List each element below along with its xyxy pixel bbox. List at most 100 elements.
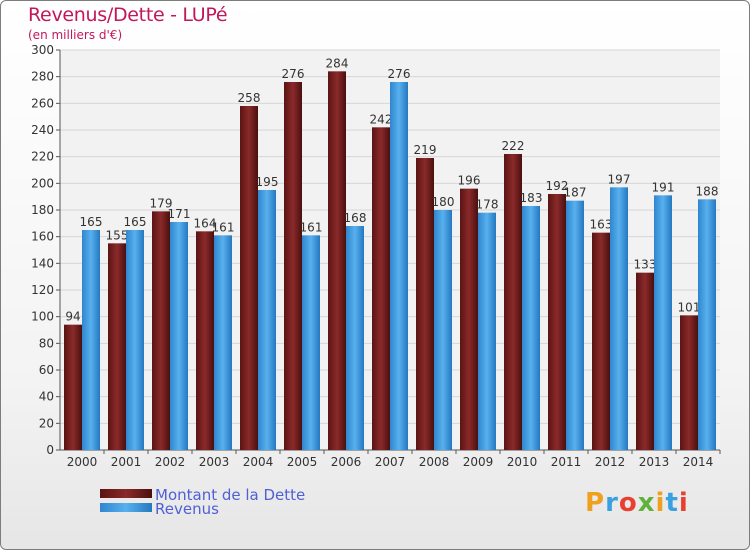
data-label-revenus: 191 <box>652 180 675 194</box>
y-tick-label: 280 <box>31 70 54 84</box>
bar-revenus <box>214 235 232 450</box>
x-tick-label: 2004 <box>243 455 274 469</box>
data-label-revenus: 161 <box>300 220 323 234</box>
bar-dette <box>372 127 390 450</box>
data-label-revenus: 276 <box>388 67 411 81</box>
bar-dette <box>152 211 170 450</box>
x-tick-label: 2001 <box>111 455 142 469</box>
data-label-dette: 219 <box>414 143 437 157</box>
legend-swatch-revenus <box>100 503 152 512</box>
y-tick-label: 240 <box>31 123 54 137</box>
data-label-revenus: 180 <box>432 195 455 209</box>
y-tick-label: 180 <box>31 203 54 217</box>
data-label-dette: 164 <box>194 216 217 230</box>
y-tick-label: 40 <box>39 390 54 404</box>
y-tick-label: 160 <box>31 230 54 244</box>
y-tick-label: 200 <box>31 176 54 190</box>
x-tick-label: 2010 <box>507 455 538 469</box>
proxiti-logo: Proxiti <box>585 488 689 518</box>
y-tick-label: 300 <box>31 43 54 57</box>
bar-dette <box>284 82 302 450</box>
y-tick-label: 100 <box>31 310 54 324</box>
bar-dette <box>108 243 126 450</box>
legend-label-revenus: Revenus <box>155 500 219 518</box>
bar-dette <box>328 71 346 450</box>
x-tick-label: 2002 <box>155 455 186 469</box>
x-tick-label: 2011 <box>551 455 582 469</box>
data-label-dette: 276 <box>282 67 305 81</box>
x-tick-label: 2013 <box>639 455 670 469</box>
data-label-revenus: 197 <box>608 172 631 186</box>
logo-letter: i <box>655 488 666 518</box>
logo-letter: o <box>618 488 638 518</box>
bar-revenus <box>698 199 716 450</box>
data-label-dette: 133 <box>634 258 657 272</box>
y-tick-label: 60 <box>39 363 54 377</box>
bar-revenus <box>478 212 496 450</box>
data-label-dette: 101 <box>678 300 701 314</box>
data-label-dette: 284 <box>326 56 349 70</box>
data-label-dette: 192 <box>546 179 569 193</box>
data-label-revenus: 195 <box>256 175 279 189</box>
bar-dette <box>680 315 698 450</box>
data-label-dette: 179 <box>150 196 173 210</box>
logo-letter: x <box>637 488 656 518</box>
y-tick-label: 0 <box>46 443 54 457</box>
bar-dette <box>240 106 258 450</box>
bar-dette <box>636 272 654 450</box>
bar-dette <box>504 154 522 450</box>
x-tick-label: 2014 <box>683 455 714 469</box>
x-tick-label: 2003 <box>199 455 230 469</box>
data-label-dette: 94 <box>65 310 80 324</box>
bar-revenus <box>654 195 672 450</box>
logo-letter: r <box>605 488 619 518</box>
logo-letter: t <box>665 488 679 518</box>
bar-revenus <box>390 82 408 450</box>
x-tick-label: 2009 <box>463 455 494 469</box>
x-tick-label: 2007 <box>375 455 406 469</box>
bar-dette <box>64 324 82 450</box>
x-tick-label: 2006 <box>331 455 362 469</box>
bar-dette <box>592 232 610 450</box>
bar-dette <box>416 158 434 450</box>
logo-letter: i <box>678 488 689 518</box>
data-label-revenus: 171 <box>168 207 191 221</box>
data-label-dette: 155 <box>106 228 129 242</box>
y-tick-label: 80 <box>39 336 54 350</box>
data-label-revenus: 183 <box>520 191 543 205</box>
bar-dette <box>196 231 214 450</box>
bar-revenus <box>522 206 540 450</box>
legend-swatch-dette <box>100 489 152 498</box>
logo-letter: P <box>585 488 606 518</box>
data-label-dette: 196 <box>458 174 481 188</box>
data-label-dette: 258 <box>238 91 261 105</box>
y-tick-label: 220 <box>31 150 54 164</box>
data-label-revenus: 188 <box>696 184 719 198</box>
chart-title: Revenus/Dette - LUPé <box>28 4 228 26</box>
x-tick-label: 2000 <box>67 455 98 469</box>
y-tick-label: 140 <box>31 256 54 270</box>
data-label-dette: 222 <box>502 139 525 153</box>
data-label-revenus: 165 <box>124 215 147 229</box>
x-tick-label: 2005 <box>287 455 318 469</box>
data-label-revenus: 187 <box>564 186 587 200</box>
bar-dette <box>548 194 566 450</box>
bar-dette <box>460 188 478 450</box>
bar-revenus <box>170 222 188 450</box>
bar-revenus <box>302 235 320 450</box>
y-tick-label: 120 <box>31 283 54 297</box>
data-label-revenus: 161 <box>212 220 235 234</box>
bar-revenus <box>346 226 364 450</box>
data-label-dette: 163 <box>590 218 613 232</box>
bar-revenus <box>258 190 276 450</box>
x-tick-label: 2012 <box>595 455 626 469</box>
chart-subtitle: (en milliers d'€) <box>28 28 123 42</box>
data-label-revenus: 165 <box>80 215 103 229</box>
y-tick-label: 20 <box>39 416 54 430</box>
data-label-dette: 242 <box>370 112 393 126</box>
data-label-revenus: 178 <box>476 198 499 212</box>
bar-revenus <box>434 210 452 450</box>
bar-revenus <box>126 230 144 450</box>
bar-revenus <box>566 200 584 450</box>
